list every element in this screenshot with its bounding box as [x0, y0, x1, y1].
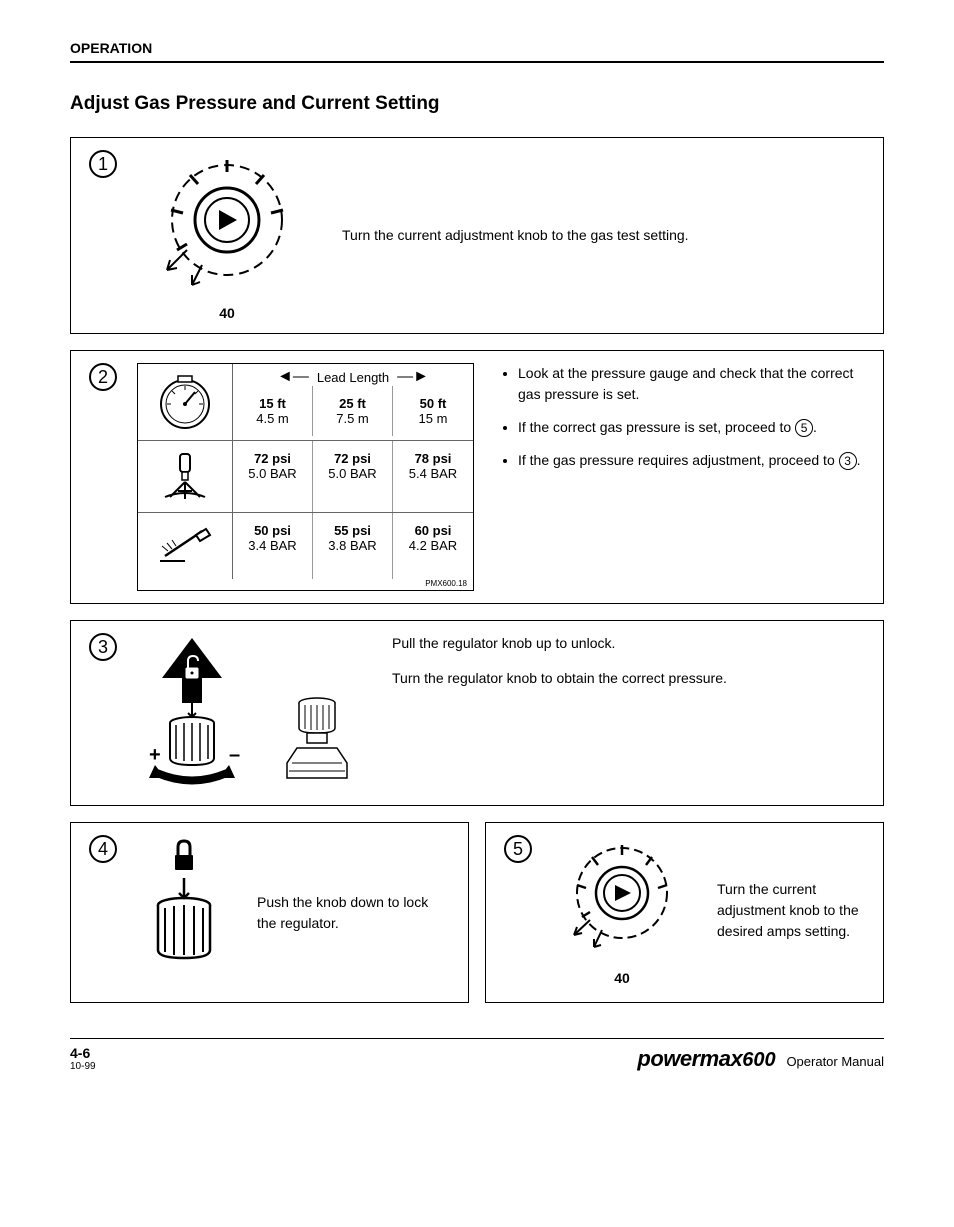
brand-model: 600 — [742, 1049, 775, 1071]
torch-cell-2: 72 psi5.0 BAR — [313, 441, 393, 512]
section-title: Adjust Gas Pressure and Current Setting — [70, 93, 884, 115]
step-1: 1 40 Turn the cu — [70, 137, 884, 334]
svg-text:+: + — [149, 744, 161, 766]
page-header: OPERATION — [70, 40, 884, 63]
knob-max-label: 40 — [137, 305, 317, 321]
step-1-text: Turn the current adjustment knob to the … — [342, 225, 689, 246]
step-5-text: Turn the current adjustment knob to the … — [717, 879, 865, 942]
lock-knob-illustration — [137, 835, 232, 990]
step-3-number: 3 — [89, 633, 117, 661]
pressure-chart: ◄— Lead Length —► 15 ft4.5 m 25 ft7.5 m … — [137, 363, 474, 591]
bullet-3: If the gas pressure requires adjustment,… — [518, 450, 865, 471]
knob-illustration: 40 — [137, 150, 317, 321]
chart-header-row: ◄— Lead Length —► 15 ft4.5 m 25 ft7.5 m … — [138, 364, 473, 441]
gauge-icon — [138, 364, 233, 440]
page-footer: 4-6 10-99 powermax600 Operator Manual — [70, 1038, 884, 1072]
lead-length-label: ◄— Lead Length —► — [233, 364, 473, 386]
step-5-number: 5 — [504, 835, 532, 863]
bullet-2: If the correct gas pressure is set, proc… — [518, 417, 865, 438]
footer-left: 4-6 10-99 — [70, 1045, 96, 1072]
step-3: 3 — [70, 620, 884, 806]
bullet-1: Look at the pressure gauge and check tha… — [518, 363, 865, 405]
regulator-illustration: + – — [137, 633, 367, 793]
manual-label: Operator Manual — [786, 1054, 884, 1069]
torch-icon — [138, 441, 233, 512]
footer-right: powermax600 Operator Manual — [637, 1046, 884, 1072]
step-3-text: Pull the regulator knob up to unlock. Tu… — [392, 633, 727, 689]
brand-name: powermax — [637, 1046, 742, 1071]
gouge-cell-3: 60 psi4.2 BAR — [393, 513, 473, 579]
chart-col-3: 50 ft15 m — [393, 386, 473, 436]
gouge-icon — [138, 513, 233, 579]
chart-col-2: 25 ft7.5 m — [313, 386, 393, 436]
torch-cell-1: 72 psi5.0 BAR — [233, 441, 313, 512]
step-2-bullets: Look at the pressure gauge and check tha… — [504, 363, 865, 483]
step-1-number: 1 — [89, 150, 117, 178]
chart-ref: PMX600.18 — [138, 579, 473, 590]
chart-col-1: 15 ft4.5 m — [233, 386, 313, 436]
gouge-cell-2: 55 psi3.8 BAR — [313, 513, 393, 579]
chart-gouge-row: 50 psi3.4 BAR 55 psi3.8 BAR 60 psi4.2 BA… — [138, 513, 473, 579]
arrow-right-icon: —► — [397, 368, 429, 386]
step-2: 2 — [70, 350, 884, 604]
knob-max-label-2: 40 — [552, 970, 692, 986]
svg-text:–: – — [229, 744, 240, 766]
page-number: 4-6 — [70, 1045, 96, 1061]
step-2-number: 2 — [89, 363, 117, 391]
step-5: 5 — [485, 822, 884, 1003]
header-section: OPERATION — [70, 40, 152, 56]
gouge-cell-1: 50 psi3.4 BAR — [233, 513, 313, 579]
chart-torch-row: 72 psi5.0 BAR 72 psi5.0 BAR 78 psi5.4 BA… — [138, 441, 473, 513]
footer-date: 10-99 — [70, 1061, 96, 1072]
step-4-number: 4 — [89, 835, 117, 863]
knob-illustration-2: 40 — [552, 835, 692, 986]
step-4: 4 — [70, 822, 469, 1003]
arrow-left-icon: ◄— — [277, 368, 309, 386]
step-4-text: Push the knob down to lock the regulator… — [257, 892, 450, 934]
torch-cell-3: 78 psi5.4 BAR — [393, 441, 473, 512]
